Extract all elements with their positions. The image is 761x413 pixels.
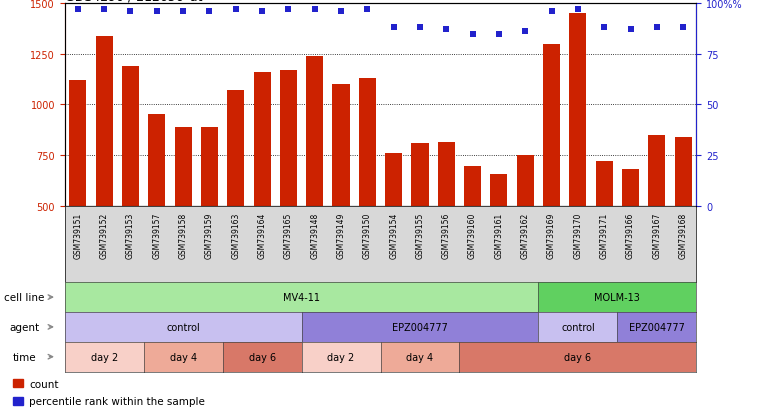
Text: GSM739149: GSM739149 [336,212,345,259]
Bar [412,143,428,206]
Bar [490,175,508,206]
Point [466,31,479,38]
Text: GSM739168: GSM739168 [679,212,688,259]
Point [256,9,268,16]
Text: agent: agent [10,322,40,332]
Text: GSM739164: GSM739164 [257,212,266,259]
Point [572,7,584,14]
Point [309,7,321,14]
Text: day 2: day 2 [327,352,355,362]
Bar [148,115,165,206]
Text: control: control [166,322,200,332]
Text: percentile rank within the sample: percentile rank within the sample [30,396,205,406]
Text: EPZ004777: EPZ004777 [392,322,448,332]
Point [387,25,400,32]
Bar [596,161,613,206]
Text: GSM739170: GSM739170 [573,212,582,259]
Bar [280,71,297,206]
Point [124,9,136,16]
Text: day 2: day 2 [91,352,118,362]
Bar [438,142,455,206]
Point [98,7,110,14]
Text: day 4: day 4 [170,352,196,362]
Bar [253,73,271,206]
Text: GSM739159: GSM739159 [205,212,214,259]
Text: GSM739155: GSM739155 [416,212,425,259]
Text: control: control [561,322,595,332]
Text: GSM739163: GSM739163 [231,212,240,259]
Bar [201,127,218,206]
Text: GSM739152: GSM739152 [100,212,109,259]
Text: GSM739162: GSM739162 [521,212,530,259]
Bar [96,36,113,206]
Point [151,9,163,16]
Text: GSM739150: GSM739150 [363,212,372,259]
Bar [622,170,639,206]
Point [230,7,242,14]
Point [651,25,663,32]
Bar [12,380,23,387]
Text: GSM739154: GSM739154 [389,212,398,259]
Point [282,7,295,14]
Text: GSM739160: GSM739160 [468,212,477,259]
Point [361,7,374,14]
Text: MOLM-13: MOLM-13 [594,292,640,302]
Point [440,27,452,34]
Point [414,25,426,32]
Text: GSM739167: GSM739167 [652,212,661,259]
Text: GSM739165: GSM739165 [284,212,293,259]
Point [72,7,84,14]
Bar [385,154,403,206]
Bar [674,138,692,206]
Text: GSM739157: GSM739157 [152,212,161,259]
Text: time: time [13,352,37,362]
Point [598,25,610,32]
Text: day 6: day 6 [565,352,591,362]
Point [203,9,215,16]
Text: GSM739161: GSM739161 [495,212,504,259]
Bar [517,156,533,206]
Bar [648,135,665,206]
Text: GSM739153: GSM739153 [126,212,135,259]
Text: GSM739156: GSM739156 [442,212,451,259]
Text: cell line: cell line [5,292,45,302]
Point [677,25,689,32]
Bar [228,91,244,206]
Bar [69,81,87,206]
Bar [122,67,139,206]
Text: GSM739158: GSM739158 [179,212,188,259]
Bar [12,397,23,405]
Text: MV4-11: MV4-11 [283,292,320,302]
Point [177,9,189,16]
Text: GSM739148: GSM739148 [310,212,319,259]
Bar [306,57,323,206]
Bar [174,127,192,206]
Text: GSM739169: GSM739169 [547,212,556,259]
Text: GSM739171: GSM739171 [600,212,609,259]
Point [493,31,505,38]
Text: day 6: day 6 [249,352,275,362]
Point [546,9,558,16]
Text: GDS4290 / 212656_at: GDS4290 / 212656_at [65,0,202,3]
Bar [464,167,481,206]
Bar [569,14,587,206]
Text: count: count [30,379,59,389]
Point [335,9,347,16]
Text: GSM739151: GSM739151 [73,212,82,259]
Text: EPZ004777: EPZ004777 [629,322,685,332]
Bar [543,45,560,206]
Bar [358,79,376,206]
Bar [333,85,349,206]
Point [519,29,531,36]
Point [625,27,637,34]
Text: day 4: day 4 [406,352,434,362]
Text: GSM739166: GSM739166 [626,212,635,259]
